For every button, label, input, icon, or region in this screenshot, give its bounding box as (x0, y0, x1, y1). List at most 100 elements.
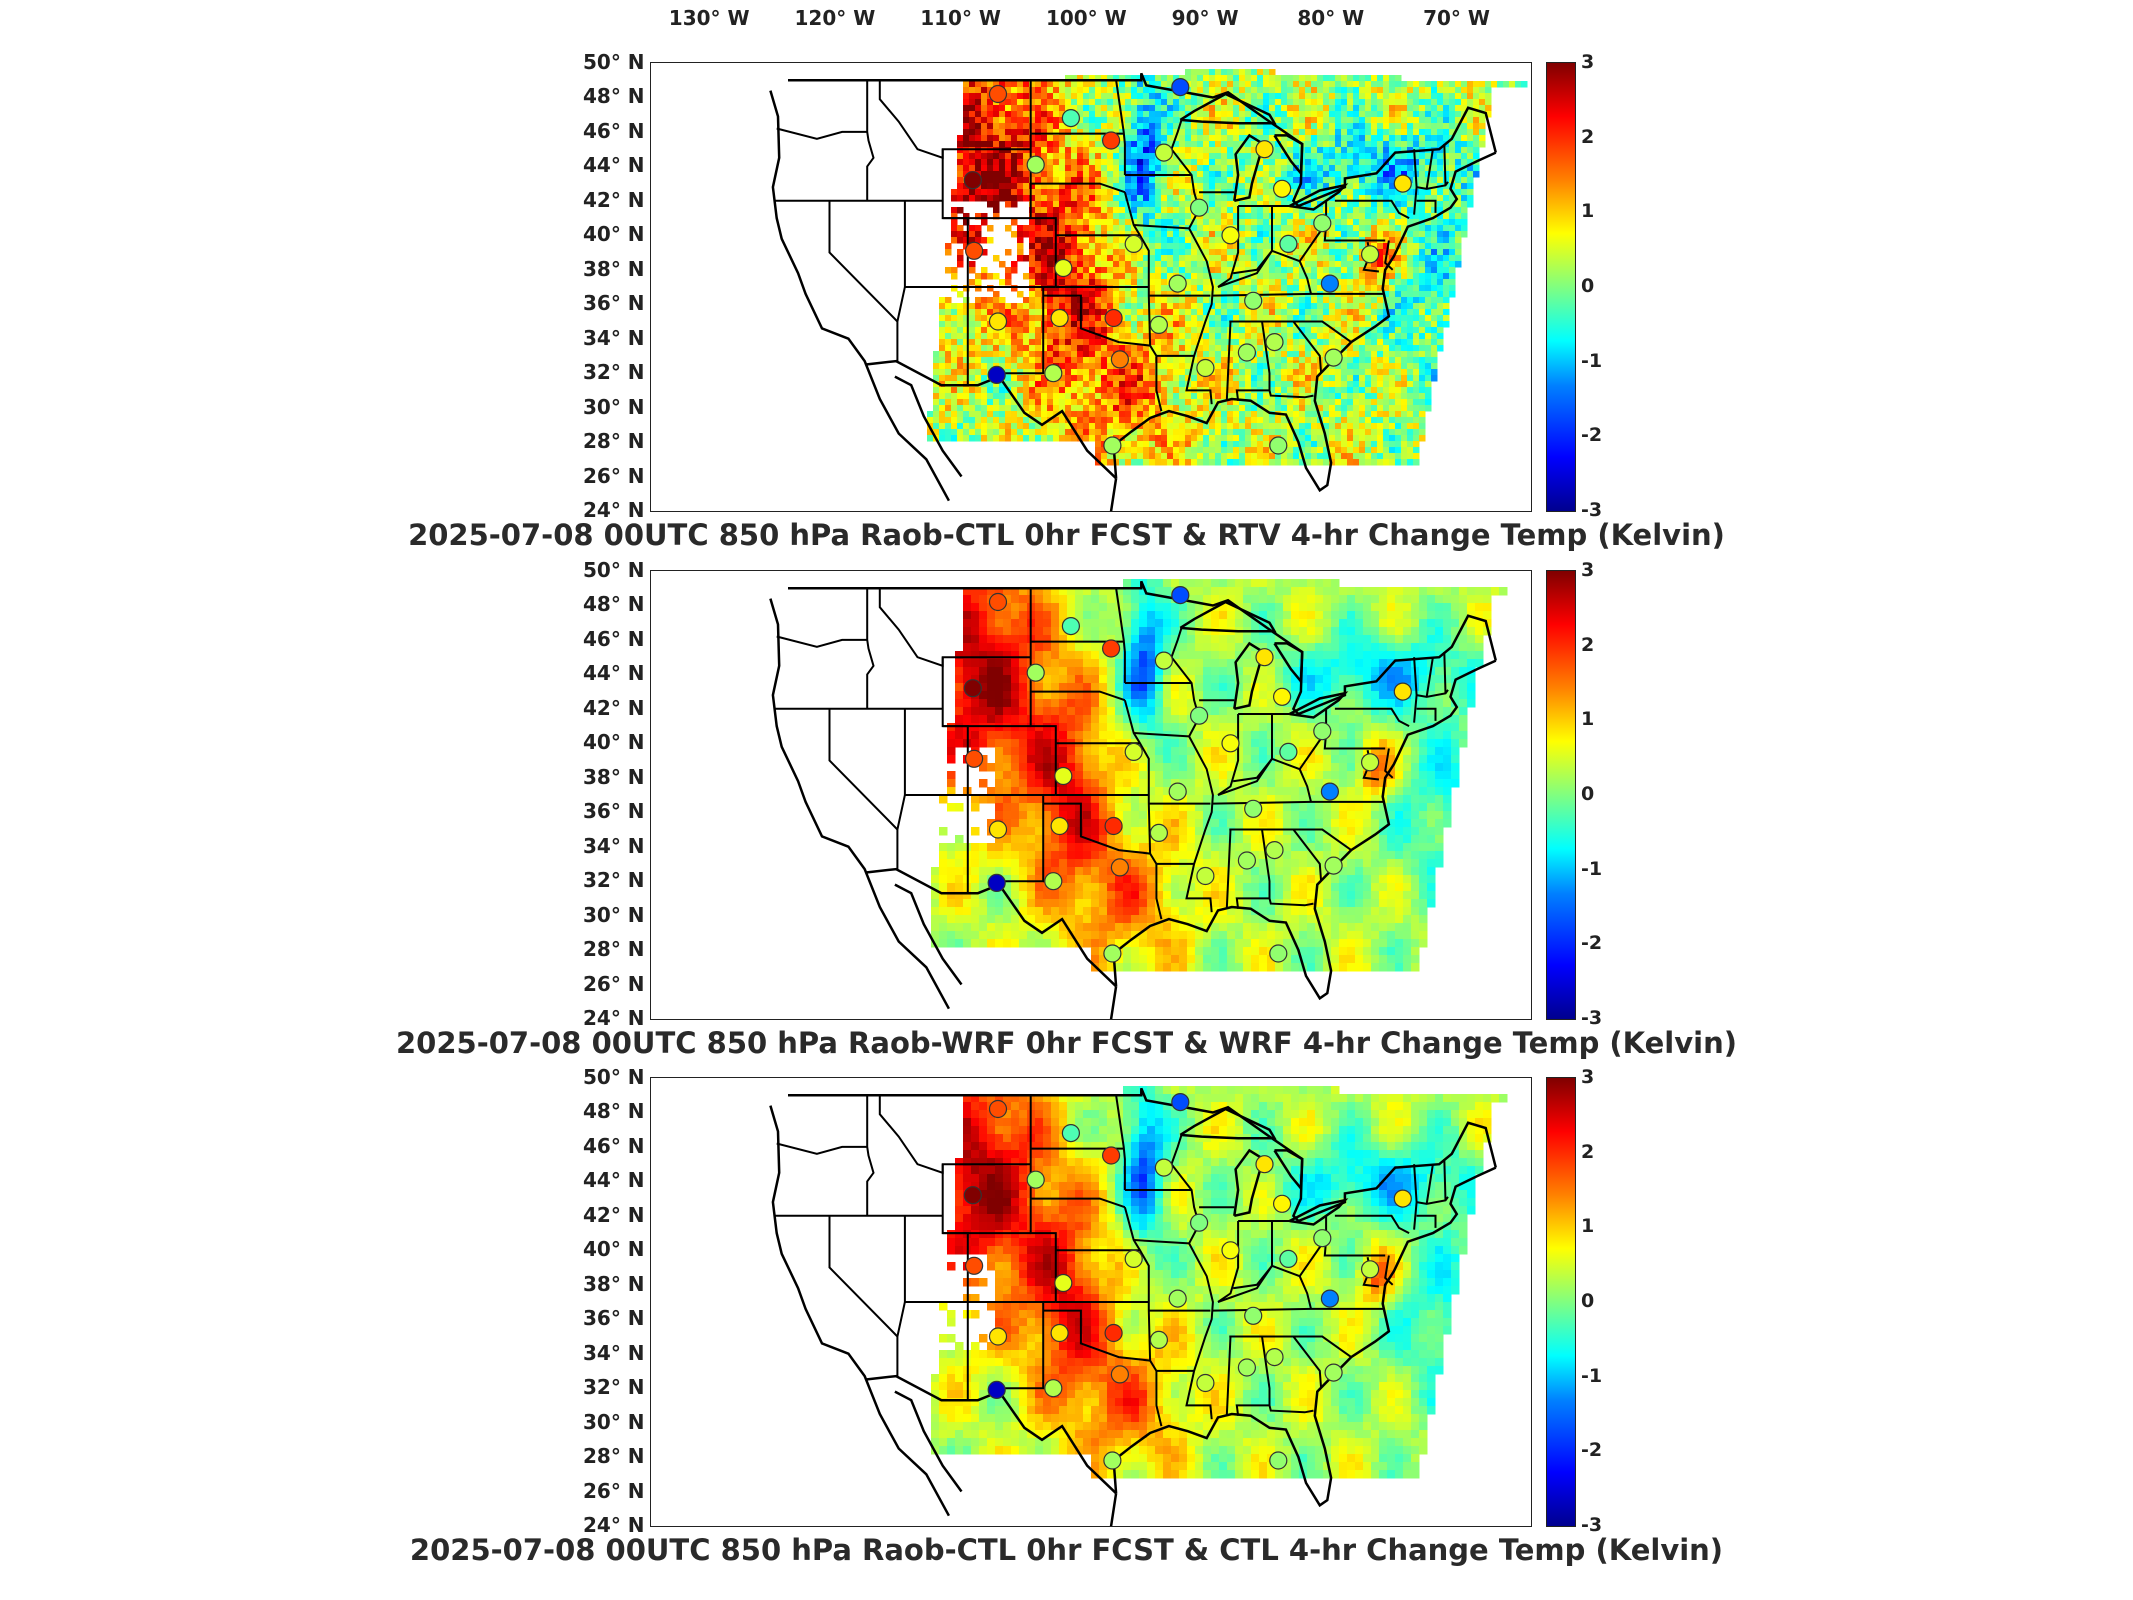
raob-station-marker (1149, 315, 1168, 334)
raob-station-marker (1050, 308, 1069, 328)
raob-station-marker (1054, 258, 1073, 278)
map-panel-3 (650, 1077, 1532, 1527)
raob-station-marker (963, 1186, 982, 1205)
temperature-change-field (927, 69, 1528, 466)
latitude-label: 26° N (583, 971, 645, 996)
state-and-coast-outlines (769, 1087, 1498, 1526)
raob-station-marker (1279, 234, 1298, 253)
temperature-field-map (769, 579, 1508, 1019)
raob-station-marker (1272, 1194, 1292, 1213)
latitude-label: 24° N (583, 1513, 645, 1537)
longitude-label: 80° W (1297, 6, 1365, 30)
latitude-label: 34° N (583, 1340, 645, 1365)
raob-station-marker (1050, 816, 1069, 836)
raob-station-marker (987, 873, 1006, 892)
raob-station-marker (987, 1380, 1006, 1399)
raob-station-marker (1154, 143, 1174, 162)
latitude-label: 42° N (583, 695, 645, 720)
latitude-label: 24° N (583, 1006, 645, 1030)
raob-station-marker (965, 749, 984, 768)
raob-station-marker (1221, 1241, 1240, 1260)
colorbar-tick-label: 0 (1581, 783, 1595, 805)
raob-station-marker (1272, 687, 1292, 706)
temperature-field-map (769, 1086, 1508, 1526)
raob-stations (963, 1093, 1412, 1470)
colorbar-tick-label: -1 (1581, 857, 1603, 880)
raob-station-marker (1393, 1189, 1412, 1208)
raob-station-marker (1196, 866, 1215, 886)
colorbar (1546, 1077, 1576, 1527)
colorbar (1546, 62, 1576, 512)
raob-station-marker (1110, 858, 1129, 877)
latitude-label: 24° N (583, 498, 645, 522)
latitude-label: 34° N (583, 833, 645, 858)
colorbar-tick-label: 2 (1581, 1140, 1595, 1163)
colorbar (1546, 570, 1576, 1020)
raob-station-marker (1279, 742, 1298, 761)
raob-station-marker (1265, 841, 1284, 860)
raob-station-marker (1313, 722, 1332, 741)
raob-station-marker (1026, 1170, 1045, 1189)
longitude-label: 100° W (1045, 6, 1127, 30)
latitude-label: 38° N (583, 764, 645, 789)
raob-station-marker (1171, 78, 1190, 97)
latitude-label: 46° N (583, 1133, 645, 1158)
longitude-label: 120° W (794, 6, 876, 30)
raob-station-marker (1265, 333, 1284, 352)
latitude-label: 50° N (583, 558, 645, 582)
raob-station-marker (1104, 1323, 1123, 1343)
longitude-label: 130° W (668, 6, 750, 30)
panel-title: 2025-07-08 00UTC 850 hPa Raob-WRF 0hr FC… (395, 1026, 1737, 1060)
latitude-label: 40° N (583, 730, 645, 755)
raob-station-marker (988, 1327, 1008, 1346)
latitude-label: 28° N (583, 937, 645, 962)
raob-station-marker (1124, 234, 1143, 253)
raob-stations (963, 586, 1412, 963)
colorbar-tick-label: -2 (1581, 424, 1603, 447)
latitude-label: 48° N (583, 1099, 645, 1124)
raob-station-marker (1360, 1260, 1380, 1279)
latitude-label: 38° N (583, 256, 645, 281)
raob-station-marker (1393, 174, 1412, 193)
raob-station-marker (988, 312, 1008, 331)
latitude-label: 26° N (583, 1478, 645, 1503)
raob-station-marker (1313, 1229, 1332, 1248)
raob-station-marker (1044, 1379, 1063, 1398)
temperature-field-map (769, 69, 1528, 511)
raob-station-marker (1044, 364, 1063, 383)
latitude-label: 44° N (583, 1168, 645, 1193)
raob-station-marker (1054, 766, 1073, 786)
raob-station-marker (1168, 1289, 1187, 1308)
raob-station-marker (1360, 753, 1380, 772)
latitude-label: 48° N (583, 592, 645, 617)
latitude-label: 30° N (583, 902, 645, 927)
raob-station-marker (1171, 586, 1190, 605)
raob-station-marker (1255, 140, 1274, 159)
raob-station-marker (1393, 682, 1412, 701)
raob-station-marker (963, 679, 982, 698)
colorbar-tick-label: 3 (1581, 51, 1595, 73)
raob-station-marker (988, 592, 1008, 612)
raob-station-marker (1103, 436, 1122, 455)
latitude-label: 42° N (583, 187, 645, 212)
state-and-coast-outlines (769, 72, 1498, 511)
raob-station-marker (1269, 436, 1288, 455)
raob-station-marker (1061, 616, 1080, 636)
colorbar-tick-label: -3 (1581, 1007, 1603, 1029)
raob-station-marker (1320, 782, 1340, 801)
raob-station-marker (1244, 291, 1263, 310)
raob-station-marker (1124, 1249, 1143, 1268)
raob-station-marker (1324, 348, 1343, 367)
longitude-label: 70° W (1423, 6, 1490, 30)
longitude-label: 110° W (920, 6, 1001, 30)
raob-station-marker (1050, 1323, 1069, 1343)
raob-station-marker (1237, 851, 1257, 870)
raob-station-marker (988, 1099, 1008, 1119)
raob-station-marker (965, 241, 984, 260)
latitude-label: 40° N (583, 1237, 645, 1262)
colorbar-tick-label: -1 (1581, 349, 1603, 372)
colorbar-tick-label: 0 (1581, 275, 1595, 297)
raob-station-marker (963, 171, 982, 190)
latitude-label: 44° N (583, 661, 645, 686)
raob-station-marker (1154, 1158, 1174, 1177)
